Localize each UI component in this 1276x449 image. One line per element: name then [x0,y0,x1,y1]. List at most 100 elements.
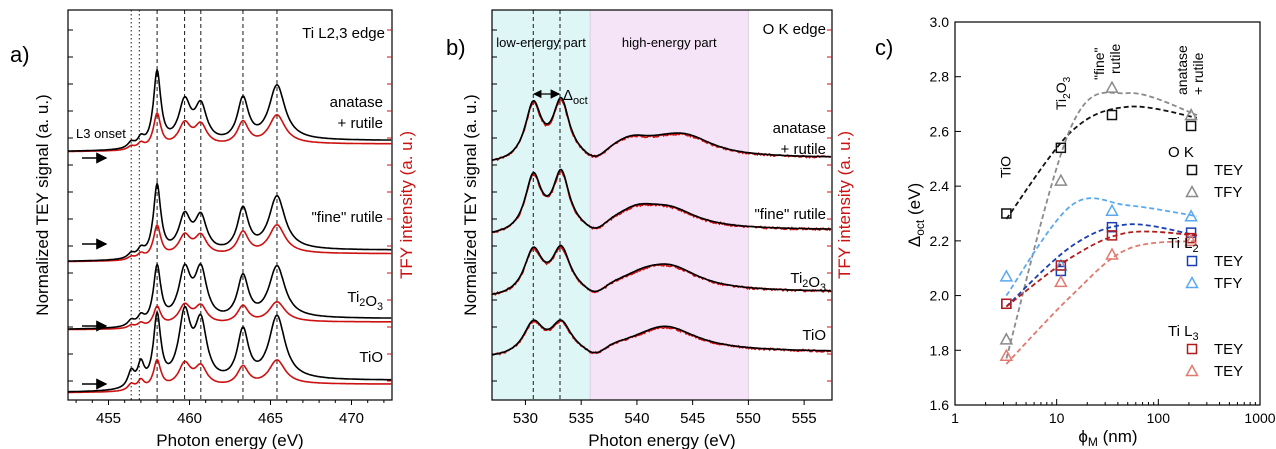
panel-c-ylabel: Δoct (eV) [905,183,927,247]
legend-series-label: TEY [1214,363,1243,380]
sample-label: "fine" rutile [754,206,826,223]
tey-curve [68,181,392,262]
tey-curve [492,319,831,356]
sample-label: "fine" rutile [311,209,383,226]
x-tick-label: 470 [339,410,364,427]
delta-oct-label: Δoct [563,87,588,107]
band-high-energy-label: high-energy part [622,35,717,50]
panel-a-label: a) [10,42,30,67]
legend-group-title: Ti L3 [1168,323,1199,343]
sample-label: Ti2O3 [790,270,826,294]
triangle-marker [1184,233,1198,247]
legend-group-title: O K [1168,144,1194,161]
y-tick-label: 3.0 [930,14,950,30]
sample-label: + rutile [781,141,826,158]
y-tick-label: 2.4 [930,178,950,194]
sample-label: TiO [802,327,826,344]
sample-label: Ti2O3 [1053,76,1073,110]
y-tick-label: 2.8 [930,69,950,85]
tfy-curve [68,300,392,331]
panel-b: b) 530 535 540 545 550 555 O K edge low-energ… [446,9,854,449]
legend-series-label: TEY [1214,162,1243,179]
panel-a-ylabel-right: TFY intensity (a. u.) [397,131,416,279]
fit-curve [1005,105,1198,220]
square-marker [1185,227,1197,238]
legend-series-label: TEY [1214,253,1243,270]
legend-triangle-marker [1185,275,1199,289]
legend-series-label: TFY [1214,275,1242,292]
x-tick-label: 10 [1049,410,1065,426]
sample-label: anatase [330,94,383,111]
panel-a-ylabel-left: Normalized TEY signal (a. u.) [33,94,52,315]
tey-curve [68,262,392,330]
y-tick-label: 2.2 [930,233,950,249]
sample-label: TiO [997,156,1013,178]
triangle-marker [999,348,1014,362]
sample-label: TiO [359,349,383,366]
x-tick-label: 455 [96,410,121,427]
panel-a-title: Ti L2,3 edge [302,25,385,42]
triangle-marker [1105,247,1119,260]
panel-b-label: b) [446,35,466,60]
sample-label: + rutile [338,115,383,132]
panel-a-onset-label: L3 onset [76,126,126,141]
tfy-curve [68,358,392,394]
tey-curve [492,244,831,296]
panel-b-title: O K edge [763,21,826,38]
x-tick-label: 555 [792,410,817,427]
triangle-marker [999,332,1014,345]
panel-b-xlabel: Photon energy (eV) [588,431,735,449]
tfy-curve [68,223,392,263]
x-tick-label: 465 [258,410,283,427]
square-marker [1001,208,1012,219]
legend-series-label: TFY [1214,184,1242,201]
tfy-curve [68,111,392,153]
fit-curve [1005,91,1198,359]
x-tick-label: 540 [624,410,649,427]
square-marker [1055,265,1067,277]
square-marker [1106,109,1118,121]
fit-curve [1005,240,1198,365]
triangle-marker [1054,173,1068,186]
x-tick-label: 1 [951,410,959,426]
tey-curve [492,96,831,161]
panel-a-frame [67,9,393,401]
triangle-marker [1105,80,1119,93]
y-tick-label: 2.0 [930,288,950,304]
square-marker [1106,230,1118,241]
sample-label: "fine" [1091,47,1107,80]
triangle-marker [1054,274,1068,288]
tey-curve [68,67,392,152]
panel-a: a) 455 460 465 470 Ti L2,3 edge L3 onset Ph… [10,9,416,449]
square-marker [1001,298,1012,310]
panel-a-xlabel: Photon energy (eV) [156,431,303,449]
legend-square-marker [1186,164,1198,176]
panel-b-frame [491,9,833,401]
low-energy-band [492,10,591,400]
square-marker [1055,260,1067,271]
sample-label: + rutile [1190,52,1206,95]
triangle-marker [1184,209,1198,222]
legend-square-marker [1186,255,1198,267]
x-tick-label: 535 [569,410,594,427]
fit-curve [1005,230,1198,308]
x-tick-label: 460 [177,410,202,427]
triangle-marker [1184,107,1198,121]
x-tick-label: 100 [1147,410,1171,426]
x-tick-label: 545 [680,410,705,427]
legend-series-label: TEY [1214,341,1243,358]
panel-c-xlabel: ϕM (nm) [1078,427,1137,449]
square-marker [1185,120,1197,132]
panel-c-label: c) [875,35,893,60]
y-tick-label: 1.6 [930,397,950,413]
panel-c: c) 1 10 100 1000 1.6 1.8 2.0 2.2 2.4 2.6 2.8 3.0 Ti… [875,14,1276,449]
square-marker [1055,142,1067,154]
tey-curve [68,306,392,393]
legend-square-marker [1186,343,1198,355]
triangle-marker [1105,203,1119,217]
panel-c-frame [954,21,1261,406]
sample-label: anatase [773,120,826,137]
y-tick-label: 2.6 [930,123,950,139]
sample-label: Ti2O3 [347,289,383,313]
